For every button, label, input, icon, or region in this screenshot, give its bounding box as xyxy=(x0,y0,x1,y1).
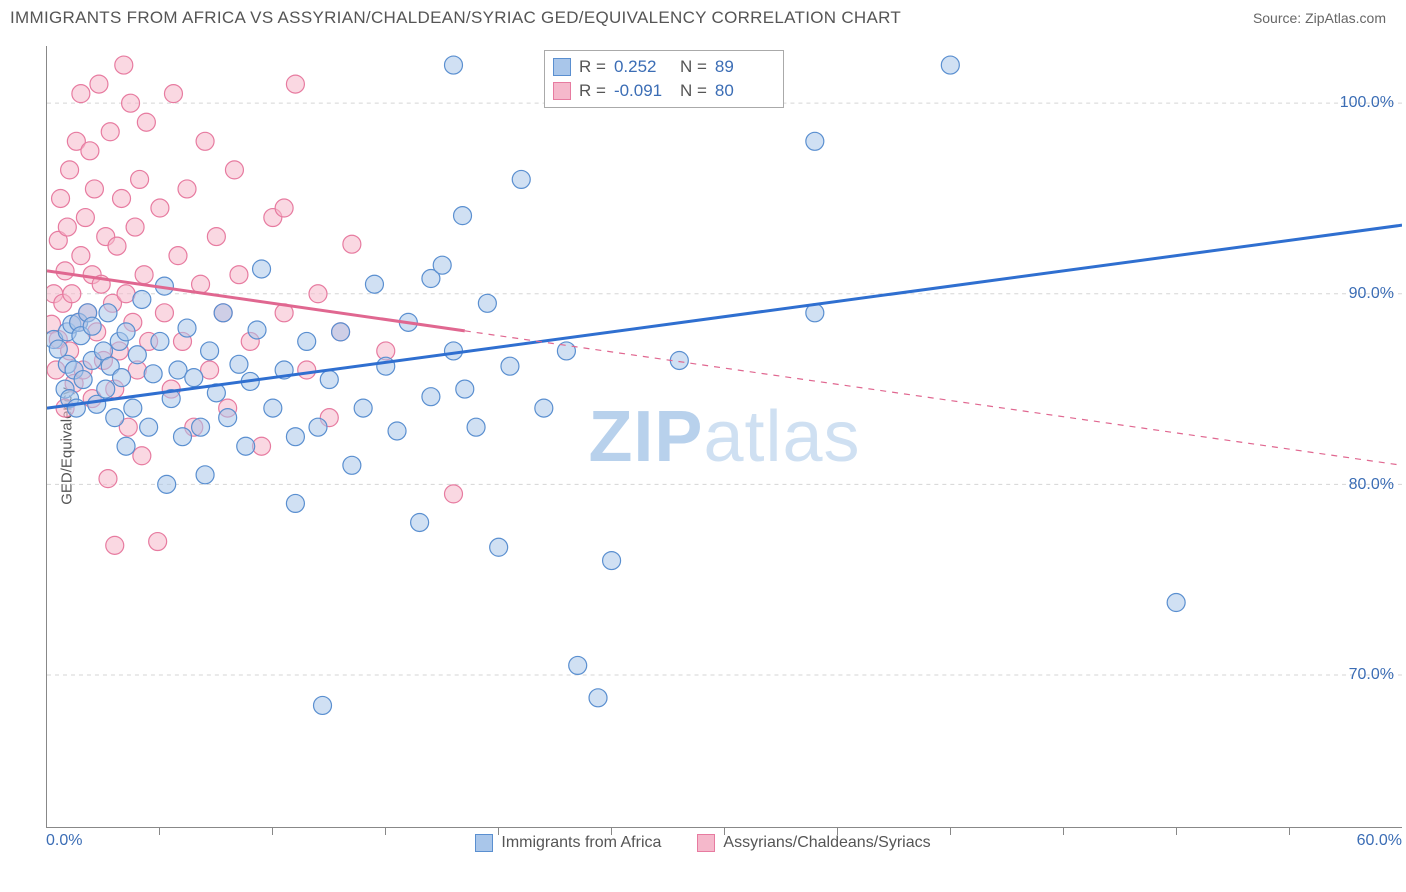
legend-item: Immigrants from Africa xyxy=(475,834,661,852)
x-tick-mark xyxy=(159,828,160,835)
x-tick-mark xyxy=(950,828,951,835)
x-tick-mark xyxy=(1063,828,1064,835)
legend-label: Immigrants from Africa xyxy=(501,834,661,852)
x-tick-label: 0.0% xyxy=(46,832,82,850)
r-label: R = xyxy=(579,55,606,79)
r-value: 0.252 xyxy=(614,55,672,79)
x-tick-mark xyxy=(272,828,273,835)
n-label: N = xyxy=(680,79,707,103)
y-tick-label: 70.0% xyxy=(1349,666,1394,684)
y-tick-label: 100.0% xyxy=(1340,94,1394,112)
source-value: ZipAtlas.com xyxy=(1305,10,1386,26)
correlation-legend-row: R = -0.091 N = 80 xyxy=(553,79,773,103)
n-value: 89 xyxy=(715,55,773,79)
x-tick-mark xyxy=(724,828,725,835)
source-label: Source: xyxy=(1253,10,1301,26)
scatter-plot-svg xyxy=(47,46,1402,827)
correlation-legend-row: R = 0.252 N = 89 xyxy=(553,55,773,79)
correlation-legend: R = 0.252 N = 89 R = -0.091 N = 80 xyxy=(544,50,784,108)
series-legend: Immigrants from Africa Assyrians/Chaldean… xyxy=(0,834,1406,852)
x-tick-mark xyxy=(611,828,612,835)
y-tick-label: 90.0% xyxy=(1349,285,1394,303)
source-credit: Source: ZipAtlas.com xyxy=(1253,10,1386,26)
x-tick-mark xyxy=(837,828,838,835)
legend-label: Assyrians/Chaldeans/Syriacs xyxy=(723,834,930,852)
legend-item: Assyrians/Chaldeans/Syriacs xyxy=(697,834,930,852)
x-tick-mark xyxy=(385,828,386,835)
x-tick-mark xyxy=(1176,828,1177,835)
title-bar: IMMIGRANTS FROM AFRICA VS ASSYRIAN/CHALD… xyxy=(0,0,1406,34)
legend-swatch xyxy=(553,82,571,100)
r-value: -0.091 xyxy=(614,79,672,103)
chart-title: IMMIGRANTS FROM AFRICA VS ASSYRIAN/CHALD… xyxy=(10,8,901,28)
r-label: R = xyxy=(579,79,606,103)
x-tick-mark xyxy=(1289,828,1290,835)
n-label: N = xyxy=(680,55,707,79)
legend-swatch xyxy=(553,58,571,76)
legend-swatch xyxy=(475,834,493,852)
x-tick-mark xyxy=(498,828,499,835)
plot-area: ZIPatlas xyxy=(46,46,1402,828)
legend-swatch xyxy=(697,834,715,852)
y-tick-label: 80.0% xyxy=(1349,476,1394,494)
n-value: 80 xyxy=(715,79,773,103)
x-tick-label: 60.0% xyxy=(1357,832,1402,850)
